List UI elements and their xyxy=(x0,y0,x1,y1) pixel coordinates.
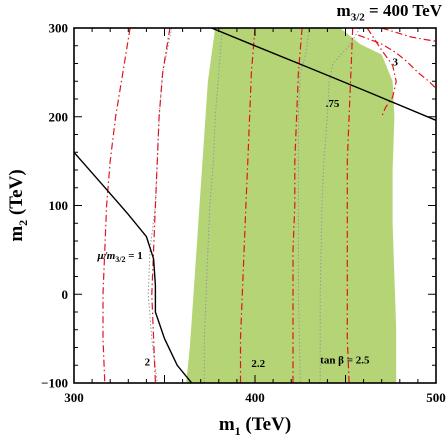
gray-dotted-contour xyxy=(147,28,173,383)
contour-annotation: 2.2 xyxy=(251,358,265,370)
red-dashdot-contour xyxy=(239,28,256,383)
red-dashdot-contour xyxy=(346,28,354,383)
contour-annotation: .75 xyxy=(326,98,340,110)
plot-area xyxy=(74,28,436,383)
black-solid-line xyxy=(211,28,436,121)
gray-dotted-contour xyxy=(297,28,310,383)
y-tick-label: 200 xyxy=(49,109,69,124)
contour-annotation: μ/m3/2 = 1 xyxy=(97,250,143,264)
red-dashdot-contour xyxy=(357,34,436,89)
y-tick-label: −100 xyxy=(41,376,68,391)
red-dashdot-contour xyxy=(292,28,303,383)
y-tick-label: 0 xyxy=(62,287,69,302)
shaded-region xyxy=(186,28,397,383)
x-axis-label: m1 (TeV) xyxy=(219,414,291,438)
red-dashdot-contour xyxy=(102,28,131,383)
contour-annotation: 3 xyxy=(393,56,399,68)
red-dashdot-contour xyxy=(366,28,397,118)
contour-annotation: tan β = 2.5 xyxy=(320,354,370,366)
red-dashdot-contour xyxy=(381,28,436,42)
y-axis-label: m2 (TeV) xyxy=(6,169,30,241)
y-tick-label: 100 xyxy=(49,198,69,213)
black-solid-line xyxy=(74,151,193,383)
x-tick-label: 400 xyxy=(245,390,265,405)
red-dashdot-contour xyxy=(151,28,171,383)
contour-annotation: 2 xyxy=(145,356,151,368)
y-tick-label: 300 xyxy=(49,21,69,36)
gray-dotted-contour xyxy=(319,28,361,383)
x-tick-label: 500 xyxy=(426,390,446,405)
x-tick-label: 300 xyxy=(64,390,84,405)
chart-title: m3/2 = 400 TeV xyxy=(336,1,442,24)
